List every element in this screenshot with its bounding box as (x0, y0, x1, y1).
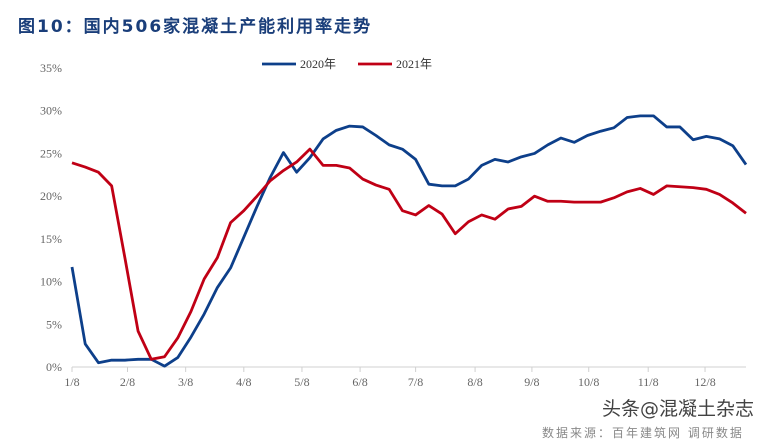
y-tick-label: 20% (40, 189, 62, 203)
chart-title: 图10：国内506家混凝土产能利用率走势 (18, 17, 373, 37)
x-tick-label: 2/8 (120, 375, 135, 389)
y-tick-label: 10% (40, 275, 62, 289)
y-tick-label: 25% (40, 146, 62, 160)
x-tick-label: 11/8 (638, 375, 659, 389)
x-tick-label: 1/8 (64, 375, 79, 389)
series-line-2020年 (70, 114, 748, 368)
x-tick-label: 4/8 (236, 375, 251, 389)
legend-label: 2020年 (300, 57, 336, 71)
x-tick-label: 12/8 (694, 375, 715, 389)
y-tick-label: 30% (40, 104, 62, 118)
watermark: 头条@混凝土杂志 (602, 398, 755, 420)
series-line-2021年 (71, 147, 747, 361)
x-tick-label: 8/8 (467, 375, 482, 389)
source-note: 数据来源：百年建筑网 调研数据 (542, 426, 744, 440)
x-tick-label: 9/8 (524, 375, 539, 389)
y-tick-label: 35% (40, 61, 62, 75)
y-tick-label: 5% (46, 317, 62, 331)
y-tick-label: 0% (46, 360, 62, 374)
y-tick-label: 15% (40, 232, 62, 246)
x-tick-label: 10/8 (578, 375, 599, 389)
x-tick-label: 3/8 (178, 375, 193, 389)
x-tick-label: 6/8 (352, 375, 367, 389)
legend-label: 2021年 (396, 57, 432, 71)
x-tick-label: 7/8 (408, 375, 423, 389)
x-tick-label: 5/8 (294, 375, 309, 389)
